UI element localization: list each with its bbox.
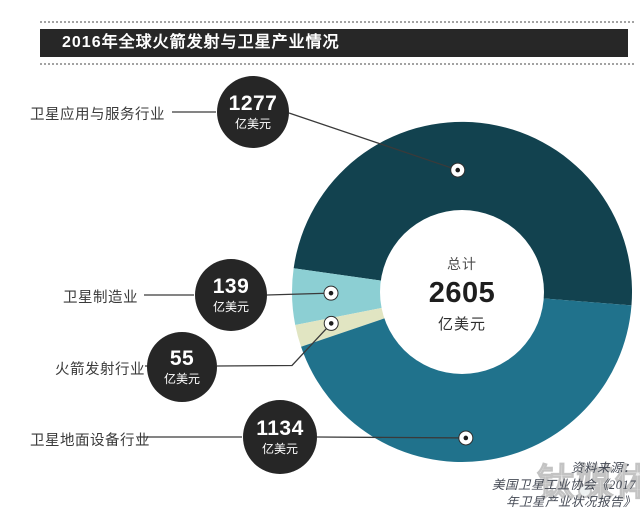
slice-marker-dot-0	[455, 167, 461, 173]
total-label: 总计	[447, 256, 477, 272]
donut-center-total: 总计 2605 亿美元	[392, 254, 532, 334]
leader-line-0	[288, 112, 458, 171]
bubble-value: 139	[212, 275, 250, 298]
callout-label-ground-equipment: 卫星地面设备行业	[30, 433, 150, 449]
value-bubble-ground-equipment: 1134 亿美元	[243, 400, 317, 474]
bubble-unit: 亿美元	[212, 300, 249, 314]
dotted-divider-bottom	[40, 63, 634, 65]
watermark-logo-icon	[578, 484, 592, 498]
bubble-unit: 亿美元	[261, 442, 298, 456]
bubble-unit: 亿美元	[163, 372, 200, 386]
leader-line-2	[216, 322, 332, 367]
source-line: 美国卫星工业协会《2017	[491, 478, 636, 492]
bubble-value: 55	[169, 347, 195, 370]
source-line: 年卫星产业状况报告》	[505, 495, 636, 509]
value-bubble-satellite-services: 1277 亿美元	[217, 76, 289, 148]
bubble-value: 1277	[228, 92, 278, 115]
value-bubble-satellite-manufacturing: 139 亿美元	[195, 259, 267, 331]
slice-marker-dot-1	[328, 290, 334, 296]
donut-slice-1	[291, 268, 462, 325]
leader-line-1	[266, 292, 332, 296]
total-unit: 亿美元	[437, 316, 486, 333]
slice-marker-dot-2	[328, 321, 334, 326]
total-value: 2605	[428, 277, 496, 309]
slice-marker-dot-3	[463, 435, 469, 441]
value-bubble-rocket-launch: 55 亿美元	[147, 332, 217, 402]
source-line: 资料来源：	[570, 461, 636, 475]
callout-label-rocket-launch: 火箭发射行业	[55, 362, 145, 378]
donut-slice-3	[301, 292, 632, 463]
donut-hole	[380, 210, 544, 374]
page-title: 2016年全球火箭发射与卫星产业情况	[40, 29, 628, 57]
callout-label-satellite-services: 卫星应用与服务行业	[30, 107, 165, 123]
bubble-unit: 亿美元	[234, 117, 271, 131]
source-attribution: 资料来源： 美国卫星工业协会《2017 年卫星产业状况报告》	[492, 460, 636, 511]
bubble-value: 1134	[256, 417, 304, 440]
callout-label-satellite-manufacturing: 卫星制造业	[63, 290, 138, 306]
dotted-divider-top	[40, 21, 634, 23]
leader-line-3	[316, 436, 466, 439]
